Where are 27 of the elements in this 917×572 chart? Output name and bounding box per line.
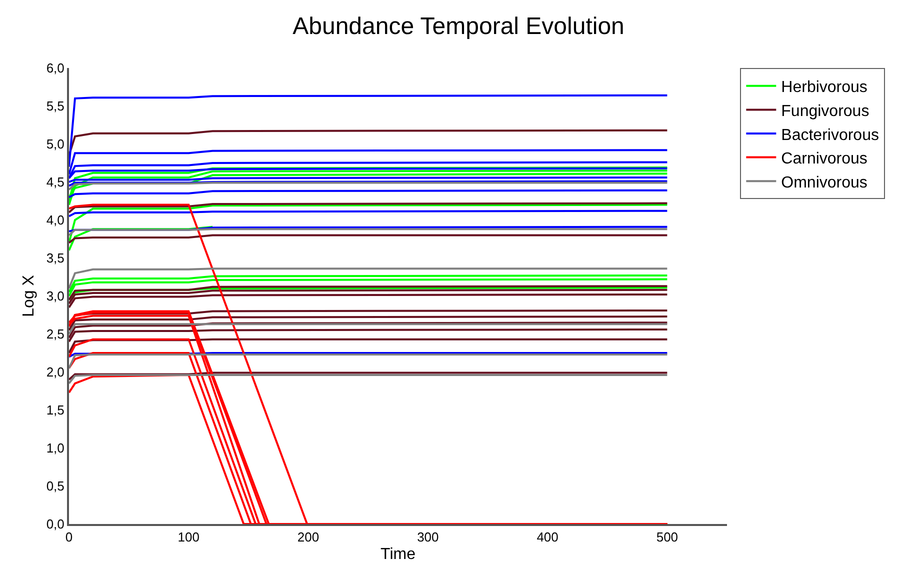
- x-tick-label: 0: [65, 530, 73, 545]
- y-tick-label: 3,5: [46, 250, 64, 266]
- y-tick-label: 5,0: [46, 136, 64, 152]
- chart-title: Abundance Temporal Evolution: [292, 12, 624, 40]
- x-tick-label: 400: [536, 530, 558, 545]
- y-tick-label: 1,5: [46, 402, 64, 418]
- x-tick-label: 200: [297, 530, 320, 545]
- y-tick-label: 1,0: [46, 440, 64, 456]
- y-tick-label: 0,0: [46, 516, 64, 532]
- legend-label: Herbivorous: [781, 79, 868, 96]
- y-tick-label: 5,5: [46, 98, 64, 114]
- y-axis-title: Log X: [20, 274, 38, 317]
- x-tick-label: 300: [417, 530, 439, 545]
- y-tick-label: 4,0: [46, 212, 64, 228]
- y-tick-label: 2,5: [46, 326, 64, 342]
- legend-label: Carnivorous: [781, 150, 868, 168]
- legend-label: Omnivorous: [781, 174, 868, 192]
- legend-label: Bacterivorous: [781, 126, 879, 144]
- y-tick-label: 4,5: [46, 174, 64, 190]
- y-tick-label: 3,0: [46, 288, 64, 304]
- x-tick-label: 100: [178, 530, 200, 545]
- y-tick-label: 6,0: [46, 60, 64, 76]
- x-axis-title: Time: [380, 546, 416, 563]
- y-tick-label: 0,5: [46, 478, 64, 494]
- legend-label: Fungivorous: [781, 102, 870, 120]
- x-tick-label: 500: [656, 530, 678, 545]
- y-tick-label: 2,0: [46, 364, 64, 380]
